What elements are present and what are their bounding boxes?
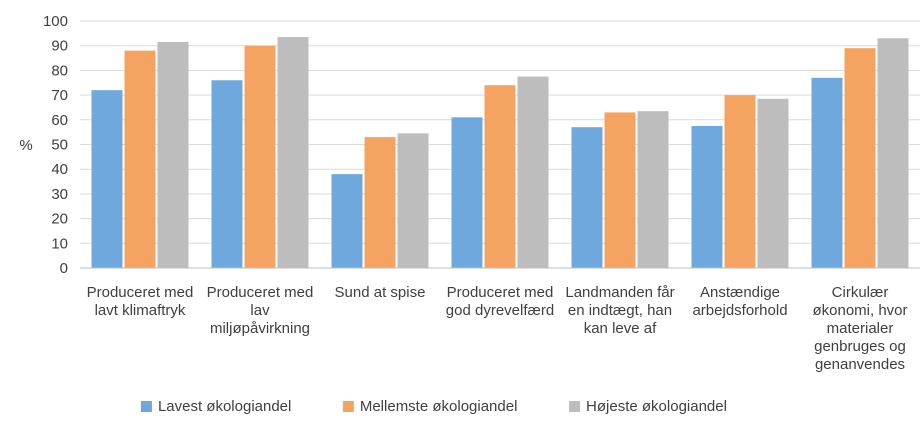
x-category-label: Produceret med god dyrevelfærd xyxy=(446,284,554,319)
bar xyxy=(484,85,516,268)
bar xyxy=(157,41,189,269)
bar xyxy=(691,125,723,268)
bars xyxy=(91,37,909,269)
y-tick-label: 80 xyxy=(51,62,68,79)
legend-label: Lavest økologiandel xyxy=(158,398,291,415)
bar xyxy=(757,98,789,269)
y-tick-label: 40 xyxy=(51,161,68,178)
bar xyxy=(604,112,636,268)
y-tick-label: 90 xyxy=(51,38,68,55)
bar xyxy=(844,48,876,268)
y-tick-label: 0 xyxy=(60,260,68,277)
legend-swatch xyxy=(140,401,152,412)
x-category-label: Sund at spise xyxy=(335,284,426,301)
y-tick-label: 30 xyxy=(51,186,68,203)
bar xyxy=(364,137,396,268)
bar xyxy=(637,111,669,268)
bar xyxy=(211,80,243,268)
y-axis-label: % xyxy=(19,137,32,154)
bar xyxy=(877,38,909,268)
y-tick-label: 60 xyxy=(51,112,68,129)
bar xyxy=(451,117,483,268)
x-category-label: Anstændige arbejdsforhold xyxy=(692,284,787,319)
y-tick-label: 10 xyxy=(51,235,68,252)
bar xyxy=(724,95,756,268)
bar xyxy=(397,133,429,268)
legend-swatch xyxy=(569,401,581,412)
bar xyxy=(277,37,309,269)
bar xyxy=(124,50,156,268)
x-category-label: Cirkulær økonomi, hvor materialer genbruges… xyxy=(812,284,907,373)
x-category-label: Produceret med lav miljøpåvirkning xyxy=(207,284,314,337)
bar xyxy=(517,76,549,268)
y-tick-label: 50 xyxy=(51,137,68,154)
y-tick-label: 20 xyxy=(51,211,68,228)
y-tick-label: 100 xyxy=(43,13,68,30)
labels: 0 10 20 30 40 50 60 70 80 90 100% Produceret med lav… xyxy=(19,13,907,373)
bar xyxy=(571,127,603,269)
legend-label: Højeste økologiandel xyxy=(586,398,727,415)
legend: Lavest økologiandel Mellemste økologiande… xyxy=(140,398,727,415)
bar xyxy=(811,77,843,268)
x-category-label: Produceret med lavt klimaftryk xyxy=(87,284,194,319)
bar xyxy=(244,45,276,269)
y-tick-label: 70 xyxy=(51,87,68,104)
bar xyxy=(331,174,363,268)
x-category-label: Landmanden får en indtægt, han kan leve af xyxy=(565,284,674,337)
bar xyxy=(91,90,123,268)
legend-label: Mellemste økologiandel xyxy=(360,398,518,415)
legend-swatch xyxy=(342,401,354,412)
